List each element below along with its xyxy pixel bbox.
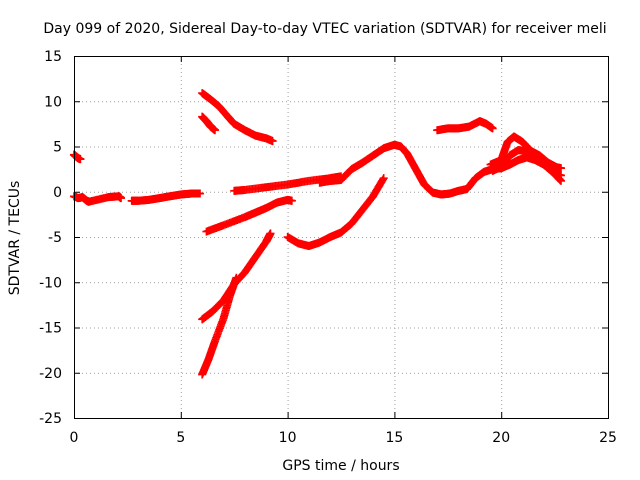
series-arc-high-18 [433, 117, 497, 135]
x-tick-label: 10 [279, 430, 297, 446]
data-point [268, 137, 277, 146]
data-points [70, 89, 566, 379]
axis-ticks: 0 5 10 15 20 25 15 10 5 0 -5 -10 -15 -20 -25 [39, 49, 617, 446]
y-tick-label: -15 [39, 321, 62, 337]
y-tick-label: 5 [53, 140, 62, 156]
series-arc-early-dots [70, 192, 125, 206]
data-point [287, 196, 296, 205]
y-tick-label: 10 [44, 94, 62, 110]
y-tick-label: 15 [44, 49, 62, 65]
data-point [488, 124, 497, 133]
y-tick-label: 0 [53, 185, 62, 201]
series-arc-high-2 [198, 112, 219, 135]
x-tick-label: 5 [176, 430, 185, 446]
plot-frame [74, 56, 609, 419]
y-tick-label: -25 [39, 411, 62, 427]
series-arc-baseline [127, 189, 205, 205]
x-tick-label: 20 [492, 430, 510, 446]
chart-title: Day 099 of 2020, Sidereal Day-to-day VTE… [43, 21, 606, 37]
data-point [196, 189, 205, 198]
data-point [76, 155, 85, 164]
series-arc-start [70, 150, 85, 164]
x-tick-label: 0 [70, 430, 79, 446]
series-arc-high-1 [198, 89, 277, 146]
x-axis-label: GPS time / hours [282, 458, 399, 474]
data-point [379, 174, 388, 183]
grid-lines [74, 56, 608, 418]
data-point [210, 126, 219, 135]
y-axis-label: SDTVAR / TECUs [7, 181, 23, 296]
data-point [557, 171, 566, 180]
y-tick-label: -20 [39, 366, 62, 382]
x-tick-label: 25 [599, 430, 617, 446]
series-arc-neg-5 [202, 195, 296, 236]
y-tick-label: -5 [48, 230, 62, 246]
data-point [232, 273, 241, 282]
y-tick-label: -10 [39, 275, 62, 291]
data-point [116, 194, 125, 203]
series-arc-neg-6-rise [283, 174, 388, 251]
data-point [266, 229, 275, 238]
series-arc-bump-21b [488, 146, 566, 180]
series-arc-neg-20 [198, 273, 241, 379]
x-tick-label: 15 [385, 430, 403, 446]
data-point [557, 164, 566, 173]
